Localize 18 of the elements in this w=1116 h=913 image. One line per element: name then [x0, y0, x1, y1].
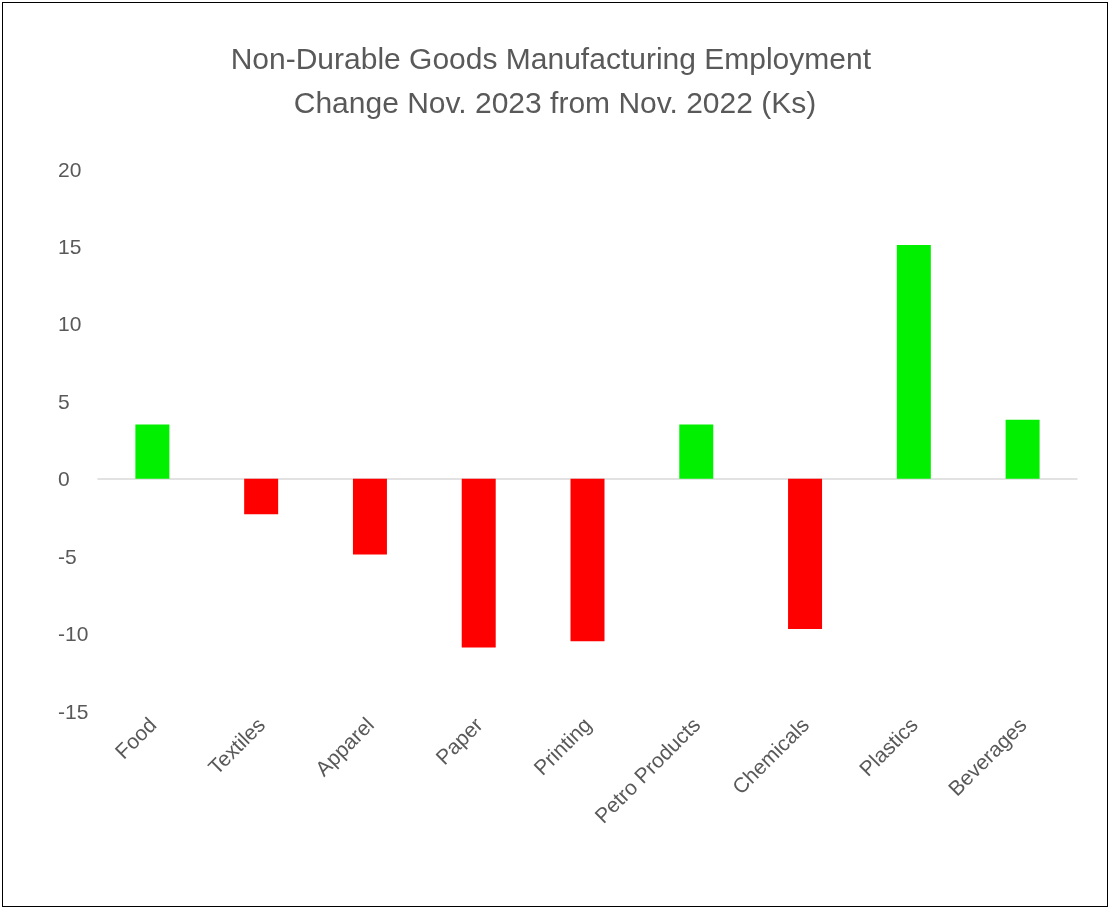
bar [135, 424, 170, 479]
chart-title: Non-Durable Goods Manufacturing Employment Change Nov. 2023 from Nov. 2022 (Ks) [230, 41, 880, 119]
y-tick-label: -5 [58, 544, 77, 568]
y-tick-label: 20 [58, 157, 82, 181]
y-tick-label: -15 [58, 699, 89, 723]
bar [1005, 419, 1040, 479]
bar [461, 478, 496, 648]
bar [570, 478, 605, 642]
y-tick-label: 5 [58, 389, 70, 413]
bar [896, 244, 931, 479]
bar [788, 478, 823, 629]
bar [679, 424, 714, 479]
bar [352, 478, 387, 555]
y-tick-label: 15 [58, 234, 82, 258]
y-tick-label: 10 [58, 312, 82, 336]
bar [244, 478, 279, 515]
y-tick-label: 0 [58, 467, 70, 491]
y-tick-label: -10 [58, 622, 89, 646]
